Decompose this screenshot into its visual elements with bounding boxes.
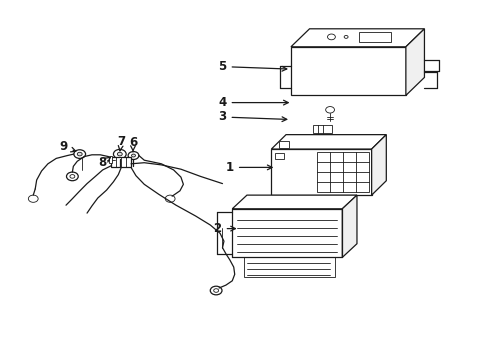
Text: 3: 3 <box>218 111 286 123</box>
Circle shape <box>74 150 85 158</box>
Text: 7: 7 <box>117 135 125 151</box>
Circle shape <box>70 175 75 178</box>
Circle shape <box>117 152 122 156</box>
Circle shape <box>66 172 78 181</box>
Circle shape <box>213 289 218 292</box>
Text: 1: 1 <box>225 161 271 174</box>
Circle shape <box>210 286 222 295</box>
Circle shape <box>344 36 347 39</box>
Bar <box>278 141 289 148</box>
Bar <box>108 156 112 163</box>
Bar <box>275 153 284 159</box>
Circle shape <box>128 152 139 159</box>
Polygon shape <box>290 29 424 47</box>
Bar <box>312 125 331 133</box>
Bar <box>316 152 368 192</box>
Circle shape <box>77 152 82 156</box>
Polygon shape <box>232 195 356 209</box>
Circle shape <box>325 107 334 113</box>
Circle shape <box>327 34 335 40</box>
Polygon shape <box>371 135 386 195</box>
Polygon shape <box>342 195 356 257</box>
Text: 4: 4 <box>218 96 287 109</box>
Text: 5: 5 <box>218 60 286 73</box>
Circle shape <box>28 195 38 202</box>
Circle shape <box>165 195 175 202</box>
Polygon shape <box>271 135 386 149</box>
Polygon shape <box>405 29 424 95</box>
Text: 6: 6 <box>129 136 137 152</box>
Bar <box>244 257 334 277</box>
Bar <box>290 47 405 95</box>
Circle shape <box>113 149 126 159</box>
Bar <box>358 32 390 42</box>
Bar <box>111 157 131 167</box>
Text: 2: 2 <box>213 222 235 235</box>
Circle shape <box>131 154 135 157</box>
Bar <box>271 149 371 195</box>
Text: 8: 8 <box>99 156 110 169</box>
Text: 9: 9 <box>60 140 76 153</box>
